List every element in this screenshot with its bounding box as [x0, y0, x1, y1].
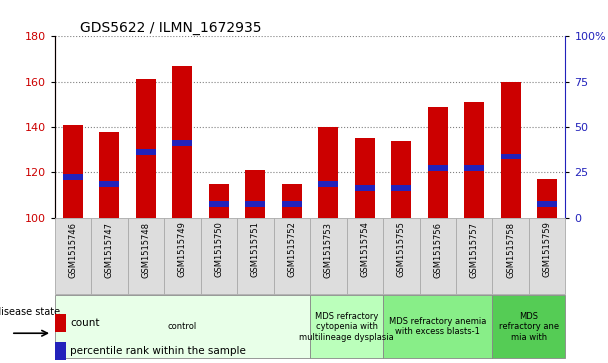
Bar	[427, 165, 447, 171]
FancyBboxPatch shape	[310, 295, 383, 358]
FancyBboxPatch shape	[55, 218, 91, 294]
Bar	[209, 184, 229, 218]
Bar	[391, 185, 411, 191]
Bar	[318, 127, 338, 218]
Bar	[99, 181, 119, 187]
Bar	[318, 181, 338, 187]
FancyBboxPatch shape	[91, 218, 128, 294]
FancyBboxPatch shape	[492, 218, 529, 294]
Text: count: count	[70, 318, 100, 328]
FancyBboxPatch shape	[456, 218, 492, 294]
Text: GSM1515750: GSM1515750	[215, 221, 223, 277]
Bar	[427, 107, 447, 218]
Bar	[245, 170, 265, 218]
Text: GSM1515752: GSM1515752	[288, 221, 296, 277]
Bar	[391, 140, 411, 218]
FancyBboxPatch shape	[347, 218, 383, 294]
Text: MDS refractory anemia
with excess blasts-1: MDS refractory anemia with excess blasts…	[389, 317, 486, 337]
Bar	[55, 314, 66, 333]
FancyBboxPatch shape	[201, 218, 237, 294]
Bar	[464, 102, 484, 218]
Bar	[500, 82, 520, 218]
Text: MDS refractory
cytopenia with
multilineage dysplasia: MDS refractory cytopenia with multilinea…	[299, 312, 394, 342]
FancyBboxPatch shape	[420, 218, 456, 294]
FancyBboxPatch shape	[492, 295, 565, 358]
Bar	[537, 201, 557, 207]
Bar	[136, 79, 156, 218]
FancyBboxPatch shape	[164, 218, 201, 294]
Text: GSM1515751: GSM1515751	[251, 221, 260, 277]
Bar	[63, 174, 83, 180]
Text: MDS
refractory ane
mia with: MDS refractory ane mia with	[499, 312, 559, 342]
Text: GSM1515754: GSM1515754	[361, 221, 369, 277]
Text: GSM1515757: GSM1515757	[470, 221, 478, 278]
FancyBboxPatch shape	[55, 295, 310, 358]
FancyBboxPatch shape	[274, 218, 310, 294]
Text: GSM1515756: GSM1515756	[434, 221, 442, 278]
Bar	[99, 131, 119, 218]
Text: GSM1515753: GSM1515753	[324, 221, 333, 278]
Text: GSM1515759: GSM1515759	[543, 221, 551, 277]
Bar	[136, 149, 156, 155]
Bar	[282, 184, 302, 218]
Text: GDS5622 / ILMN_1672935: GDS5622 / ILMN_1672935	[80, 21, 262, 35]
Bar	[245, 201, 265, 207]
Bar	[282, 201, 302, 207]
Bar	[537, 179, 557, 218]
Text: GSM1515748: GSM1515748	[142, 221, 150, 278]
Bar	[172, 140, 192, 146]
Text: disease state: disease state	[0, 307, 60, 317]
FancyBboxPatch shape	[529, 218, 565, 294]
FancyBboxPatch shape	[237, 218, 274, 294]
Text: GSM1515746: GSM1515746	[69, 221, 77, 278]
Bar	[63, 125, 83, 218]
Text: control: control	[168, 322, 197, 331]
Text: percentile rank within the sample: percentile rank within the sample	[70, 346, 246, 356]
FancyBboxPatch shape	[383, 295, 492, 358]
Bar	[500, 154, 520, 159]
Bar	[354, 138, 375, 218]
FancyBboxPatch shape	[310, 218, 347, 294]
Bar	[172, 66, 192, 218]
Bar	[464, 165, 484, 171]
FancyBboxPatch shape	[383, 218, 420, 294]
Text: GSM1515755: GSM1515755	[397, 221, 406, 277]
Bar	[209, 201, 229, 207]
Text: GSM1515747: GSM1515747	[105, 221, 114, 278]
Bar	[354, 185, 375, 191]
Text: GSM1515749: GSM1515749	[178, 221, 187, 277]
Bar	[55, 342, 66, 360]
Text: GSM1515758: GSM1515758	[506, 221, 515, 278]
FancyBboxPatch shape	[128, 218, 164, 294]
